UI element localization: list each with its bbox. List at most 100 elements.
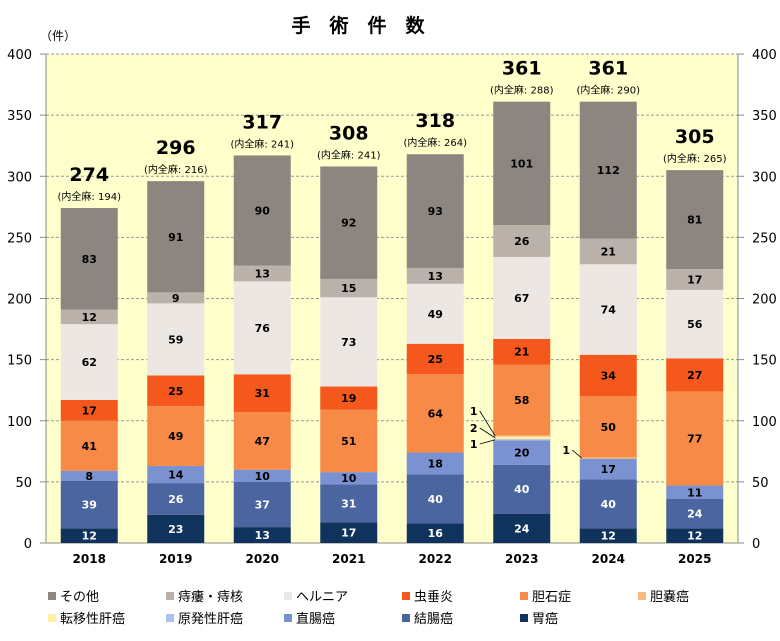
legend-label: 直腸癌 [296, 611, 335, 627]
bar-segment [493, 364, 551, 436]
data-label: 24 [687, 508, 703, 521]
bar-segment [666, 528, 724, 543]
bar-segment [233, 265, 291, 282]
bar-segment [233, 155, 291, 266]
bar-segment [233, 469, 291, 482]
x-tick-label: 2019 [159, 552, 192, 566]
bar-segment [147, 514, 205, 543]
data-label: 67 [514, 292, 529, 305]
data-label: 40 [428, 493, 444, 506]
bar-segment [406, 452, 464, 475]
y-tick-label-right: 350 [752, 109, 777, 124]
bar-segment [579, 457, 637, 459]
data-label: 24 [514, 522, 530, 535]
y-tick-label-right: 150 [752, 354, 777, 369]
data-label: 56 [687, 318, 703, 331]
legend-label: 原発性肝癌 [178, 611, 243, 627]
data-label: 40 [514, 483, 530, 496]
data-label: 19 [341, 392, 356, 405]
legend-label: 胆嚢癌 [650, 589, 689, 605]
bar-segment [406, 267, 464, 284]
legend-swatch [520, 592, 528, 600]
bar-segment [406, 474, 464, 524]
bar-segment [579, 479, 637, 529]
bar-segment [147, 375, 205, 407]
bar-segment [60, 480, 118, 529]
general-anesthesia-label: (内全麻: 265) [663, 152, 727, 165]
data-label: 2 [470, 422, 478, 435]
data-label: 27 [687, 369, 702, 382]
data-label: 73 [341, 336, 356, 349]
data-label: 11 [687, 486, 702, 499]
bar-segment [60, 309, 118, 325]
data-label: 39 [82, 498, 97, 511]
legend-swatch [402, 614, 410, 622]
data-label: 23 [168, 523, 183, 536]
data-label: 101 [510, 157, 533, 170]
data-label: 20 [514, 447, 530, 460]
bar-segment [666, 170, 724, 270]
bar-segment [147, 465, 205, 484]
data-label: 13 [255, 267, 270, 280]
legend-label: 虫垂炎 [414, 590, 453, 605]
bar-segment [60, 420, 118, 471]
legend-swatch [402, 592, 410, 600]
bar-segment [666, 358, 724, 392]
data-label: 14 [168, 469, 184, 482]
y-tick-label-right: 0 [752, 537, 760, 552]
data-label: 1 [470, 405, 478, 418]
data-label: 58 [514, 394, 529, 407]
data-label: 74 [601, 304, 617, 317]
bar-segment [147, 292, 205, 304]
general-anesthesia-label: (内全麻: 288) [490, 84, 554, 97]
bar-segment [60, 399, 118, 421]
data-label: 21 [601, 245, 616, 258]
data-label: 40 [601, 498, 617, 511]
bar-segment [406, 374, 464, 453]
bar-segment [320, 278, 378, 298]
y-tick-label-right: 250 [752, 231, 777, 246]
bar-segment [666, 391, 724, 486]
data-label: 112 [597, 164, 620, 177]
total-label: 318 [415, 110, 455, 132]
data-label: 15 [341, 282, 356, 295]
legend-label: 胆石症 [532, 590, 571, 605]
bar-segment [406, 283, 464, 344]
data-label: 12 [687, 530, 702, 543]
data-label: 37 [255, 498, 270, 511]
total-label: 317 [242, 111, 282, 133]
bar-segment [493, 101, 551, 226]
legend-label: その他 [60, 590, 99, 605]
bar-segment [493, 439, 551, 441]
bar-segment [579, 458, 637, 480]
y-tick-label-left: 0 [24, 537, 32, 552]
x-tick-label: 2022 [419, 552, 452, 566]
data-label: 91 [168, 231, 183, 244]
bar-segment [233, 527, 291, 543]
data-label: 25 [428, 353, 443, 366]
bar-segment [493, 435, 551, 437]
data-label: 21 [514, 346, 529, 359]
total-label: 308 [329, 122, 369, 144]
legend-swatch [166, 592, 174, 600]
general-anesthesia-label: (内全麻: 290) [577, 84, 641, 97]
data-label: 17 [341, 527, 356, 540]
bar-segment [493, 436, 551, 440]
y-tick-label-left: 400 [7, 48, 32, 63]
bar-segment [666, 269, 724, 290]
total-label: 296 [156, 137, 196, 159]
y-axis-label: （件） [40, 29, 76, 43]
legend-label: 転移性肝癌 [60, 611, 125, 627]
bar-segment [60, 324, 118, 400]
legend-label: 胃癌 [532, 611, 558, 627]
data-label: 83 [82, 253, 97, 266]
data-label: 17 [687, 274, 702, 287]
y-tick-label-left: 50 [15, 476, 32, 491]
y-tick-label-left: 100 [7, 415, 32, 430]
bar-segment [579, 354, 637, 397]
data-label: 49 [168, 430, 183, 443]
data-label: 90 [255, 204, 271, 217]
legend-swatch [284, 592, 292, 600]
bar-segment [666, 289, 724, 359]
data-label: 10 [255, 470, 271, 483]
